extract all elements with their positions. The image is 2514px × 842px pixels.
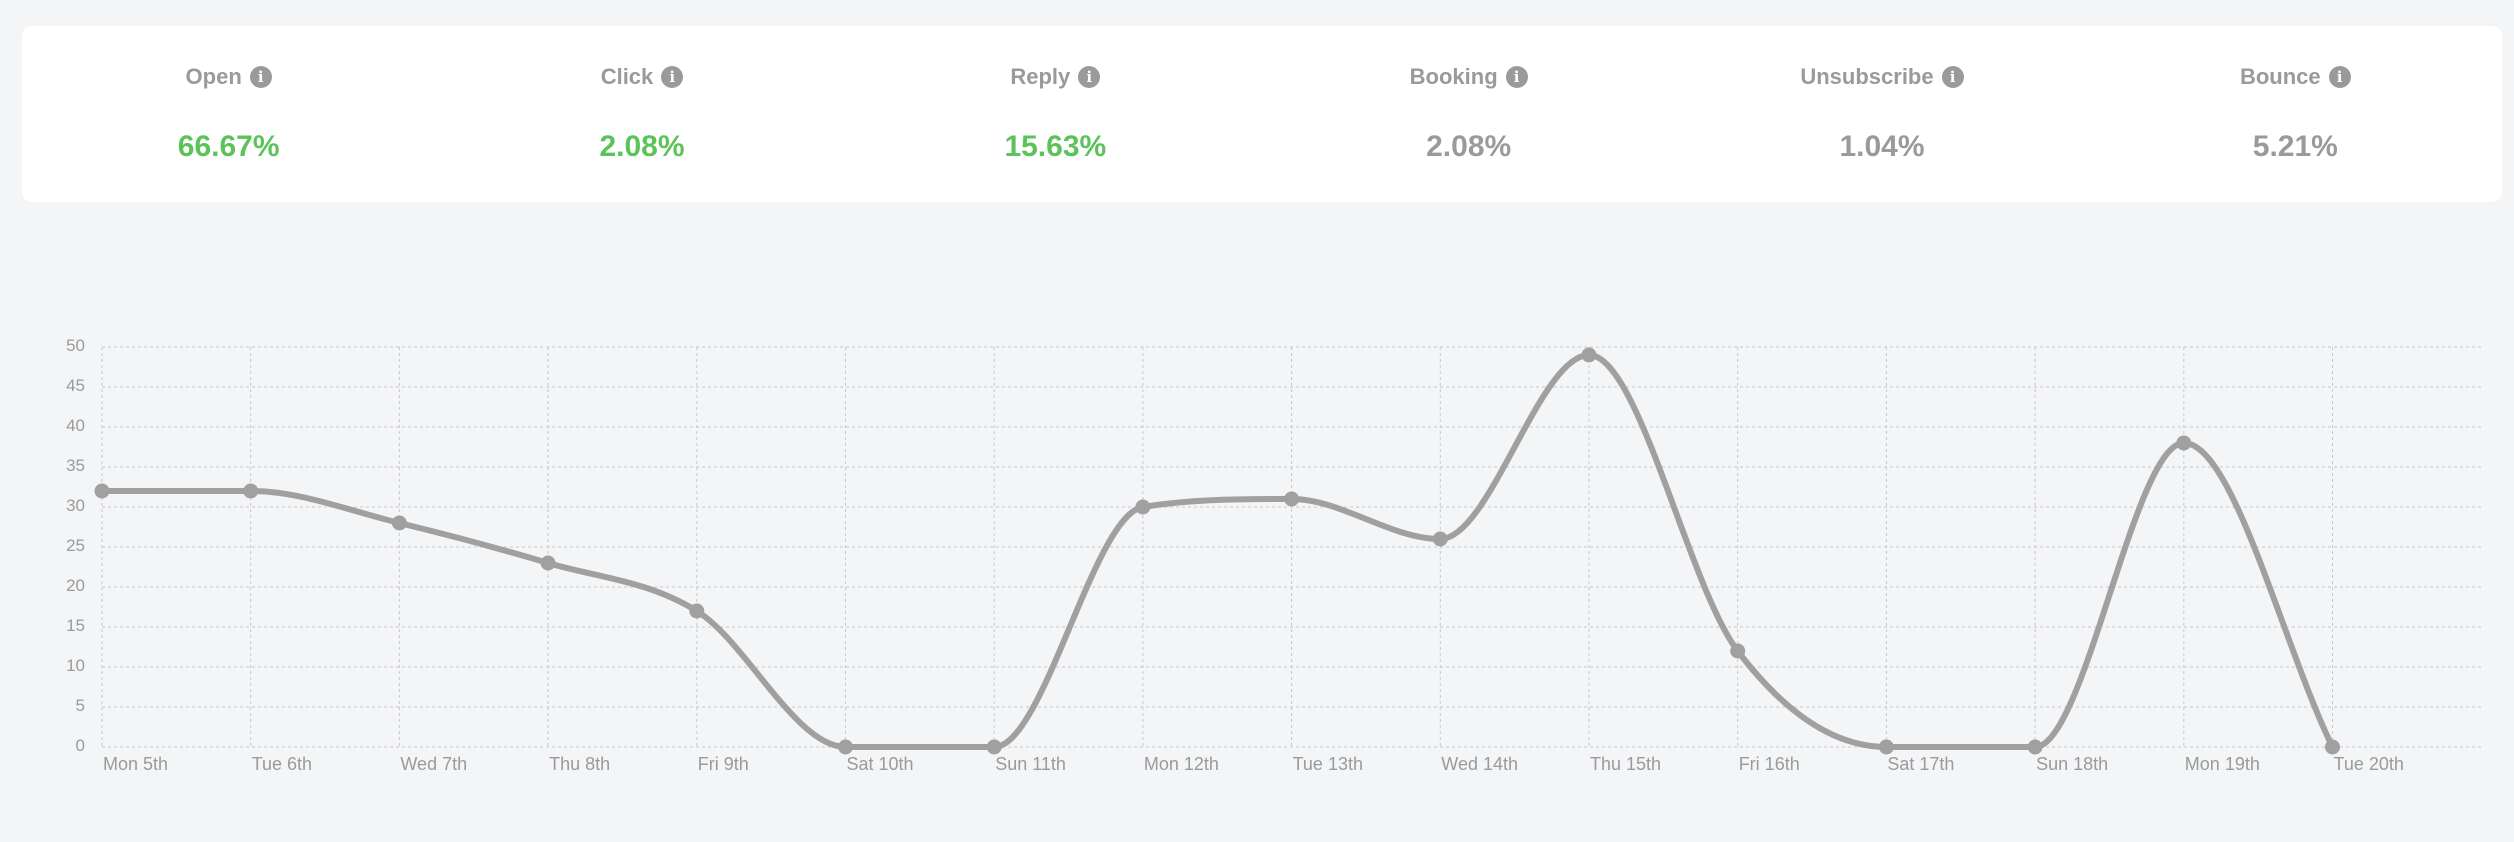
data-point bbox=[1135, 499, 1151, 515]
y-tick-label: 50 bbox=[66, 336, 85, 355]
y-tick-label: 20 bbox=[66, 576, 85, 595]
y-tick-label: 10 bbox=[66, 656, 85, 675]
stat-value: 15.63% bbox=[1004, 130, 1107, 163]
info-icon[interactable]: i bbox=[1505, 66, 1528, 88]
x-tick-label: Mon 12th bbox=[1144, 754, 1219, 774]
line-chart-svg: 0 5 10 15 20 25 30 35 40 45 50 Mon 5th Tue 6th Wed 7t… bbox=[66, 336, 2482, 774]
data-point bbox=[1878, 739, 1894, 755]
stat-label-row: Booking i bbox=[1410, 64, 1528, 90]
x-tick-label: Wed 7th bbox=[400, 754, 467, 774]
info-icon[interactable]: i bbox=[249, 66, 272, 88]
line-chart: 0 5 10 15 20 25 30 35 40 45 50 Mon 5th Tue 6th Wed 7t… bbox=[0, 320, 2514, 790]
info-icon[interactable]: i bbox=[1078, 66, 1101, 88]
stat-label: Bounce bbox=[2239, 64, 2321, 89]
stat-label: Click bbox=[600, 64, 654, 89]
data-point bbox=[1432, 531, 1448, 547]
x-tick-label: Sun 11th bbox=[995, 754, 1066, 774]
x-tick-label: Mon 5th bbox=[103, 754, 168, 774]
stat-label: Open bbox=[185, 64, 242, 89]
x-tick-label: Sat 17th bbox=[1887, 754, 1954, 774]
x-tick-label: Tue 20th bbox=[2334, 754, 2404, 774]
y-tick-label: 0 bbox=[76, 736, 85, 755]
stat-label-row: Click i bbox=[601, 64, 684, 90]
info-icon[interactable]: i bbox=[1941, 66, 1964, 88]
data-point bbox=[689, 603, 705, 619]
x-tick-label: Mon 19th bbox=[2185, 754, 2260, 774]
stat-click: Click i 2.08% bbox=[435, 26, 848, 202]
data-point bbox=[243, 483, 259, 499]
data-point bbox=[94, 483, 110, 499]
series-line bbox=[99, 352, 2336, 751]
stat-label: Unsubscribe bbox=[1800, 64, 1934, 89]
stat-bounce: Bounce i 5.21% bbox=[2089, 26, 2502, 202]
stat-open: Open i 66.67% bbox=[22, 26, 435, 202]
stat-label-row: Unsubscribe i bbox=[1800, 64, 1964, 90]
data-point bbox=[391, 515, 407, 531]
y-tick-label: 25 bbox=[66, 536, 85, 555]
y-tick-label: 5 bbox=[76, 696, 85, 715]
x-tick-label: Thu 8th bbox=[549, 754, 610, 774]
stat-label-row: Open i bbox=[186, 64, 272, 90]
x-tick-label: Fri 9th bbox=[698, 754, 749, 774]
data-point bbox=[2027, 739, 2043, 755]
x-tick-label: Thu 15th bbox=[1590, 754, 1661, 774]
info-icon[interactable]: i bbox=[661, 66, 684, 88]
y-tick-label: 15 bbox=[66, 616, 85, 635]
data-point bbox=[1581, 347, 1597, 363]
stat-value: 66.67% bbox=[177, 130, 280, 163]
stat-booking: Booking i 2.08% bbox=[1262, 26, 1675, 202]
x-tick-label: Fri 16th bbox=[1739, 754, 1800, 774]
stats-card: Open i 66.67% Click i 2.08% Reply i 15.63% Bookin… bbox=[22, 26, 2502, 202]
data-point bbox=[838, 739, 853, 755]
x-tick-label: Tue 6th bbox=[252, 754, 312, 774]
stat-value: 2.08% bbox=[599, 130, 685, 163]
x-tick-label: Tue 13th bbox=[1293, 754, 1363, 774]
data-point bbox=[540, 555, 556, 571]
y-tick-label: 40 bbox=[66, 416, 85, 435]
y-tick-label: 30 bbox=[66, 496, 85, 515]
data-point bbox=[986, 739, 1002, 755]
stat-label: Reply bbox=[1010, 64, 1071, 89]
stat-value: 2.08% bbox=[1426, 130, 1512, 163]
stat-label: Booking bbox=[1409, 64, 1498, 89]
stat-label-row: Reply i bbox=[1010, 64, 1101, 90]
x-tick-label: Wed 14th bbox=[1441, 754, 1518, 774]
info-icon[interactable]: i bbox=[2328, 66, 2351, 88]
data-point bbox=[1284, 491, 1300, 507]
x-tick-label: Sun 18th bbox=[2036, 754, 2108, 774]
data-point bbox=[2325, 739, 2340, 755]
y-tick-label: 35 bbox=[66, 456, 85, 475]
stat-value: 5.21% bbox=[2252, 130, 2338, 163]
stat-label-row: Bounce i bbox=[2240, 64, 2351, 90]
stat-unsubscribe: Unsubscribe i 1.04% bbox=[1675, 26, 2088, 202]
stat-value: 1.04% bbox=[1839, 130, 1925, 163]
y-tick-label: 45 bbox=[66, 376, 85, 395]
data-point bbox=[2176, 435, 2192, 451]
stat-reply: Reply i 15.63% bbox=[849, 26, 1262, 202]
data-point bbox=[1730, 643, 1746, 659]
x-tick-label: Sat 10th bbox=[847, 754, 914, 774]
